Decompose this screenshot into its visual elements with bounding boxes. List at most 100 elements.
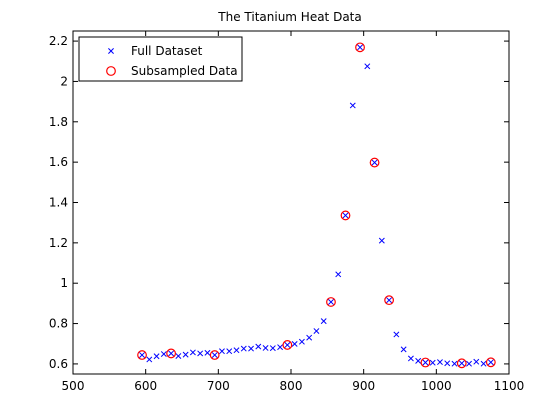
y-tick-0.6: 0.6 (49, 357, 509, 371)
x-tick-500: 500 (62, 31, 84, 393)
x-tick-900: 900 (352, 31, 375, 393)
full-dataset-point (451, 360, 458, 367)
x-tick-label: 1000 (421, 379, 452, 393)
y-tick-label: 0.8 (49, 317, 68, 331)
full-dataset-point (277, 344, 284, 351)
full-dataset-point (364, 63, 371, 70)
full-dataset-point (349, 102, 356, 109)
subsampled-data-point (355, 42, 365, 53)
subsampled-data-point (340, 210, 351, 221)
y-tick-label: 1.4 (49, 196, 68, 210)
chart-title: The Titanium Heat Data (217, 10, 361, 24)
full-dataset-point (189, 349, 196, 356)
full-dataset-point (487, 359, 494, 366)
full-dataset-point (182, 351, 189, 358)
subsampled-data-point (137, 350, 147, 360)
full-dataset-point (335, 271, 342, 278)
full-dataset-point (248, 345, 254, 352)
x-tick-label: 600 (134, 379, 157, 393)
full-dataset-point (204, 349, 211, 356)
y-tick-label: 2.2 (49, 34, 68, 48)
axis-ticks: 500 600 700 800 900 1000 1100 0.6 0.8 1 1.2 1.4 1.6 1… (49, 31, 524, 393)
y-tick-label: 1.8 (49, 115, 68, 129)
full-dataset-point (197, 350, 204, 357)
full-dataset-point (328, 299, 334, 305)
full-dataset-point (240, 345, 247, 352)
full-dataset-point (415, 357, 422, 364)
full-dataset-point (306, 334, 313, 341)
subsampled-data-point (166, 348, 177, 359)
y-tick-label: 1.6 (49, 155, 68, 169)
y-tick-label: 1 (60, 276, 68, 290)
subsampled-data-point (282, 340, 293, 350)
y-tick-label: 0.6 (49, 357, 68, 371)
subsampled-data-point (485, 357, 496, 368)
plot-area (72, 30, 510, 375)
x-tick-800: 800 (280, 31, 303, 393)
x-tick-label: 700 (207, 379, 230, 393)
legend-label-subsampled-data: Subsampled Data (131, 64, 238, 78)
full-dataset-point (407, 355, 414, 362)
full-dataset-point (284, 341, 291, 348)
y-tick-0.8: 0.8 (49, 317, 509, 331)
full-dataset-point (342, 212, 349, 219)
full-dataset-point (458, 360, 465, 367)
full-dataset-point (226, 348, 233, 355)
x-tick-1000: 1000 (421, 31, 452, 393)
full-dataset-point (400, 346, 407, 353)
data-marks (137, 42, 496, 369)
full-dataset-point (357, 44, 363, 51)
subsampled-data-point (384, 295, 395, 306)
x-tick-label: 1100 (494, 379, 525, 393)
full-dataset-point (473, 358, 480, 365)
y-tick-2: 2 (60, 74, 509, 88)
full-dataset-point (291, 340, 298, 347)
full-dataset-point (298, 338, 305, 345)
full-dataset-point (371, 159, 378, 166)
full-dataset-point (233, 347, 240, 354)
legend: Full Dataset Subsampled Data (78, 36, 243, 82)
legend-x-marker (108, 48, 114, 54)
full-dataset-point (153, 353, 160, 360)
y-tick-label: 2 (60, 74, 68, 88)
full-dataset-point (320, 318, 327, 325)
series-subsampled-data (137, 42, 496, 369)
y-tick-2.2: 2.2 (49, 34, 509, 48)
full-dataset-point (211, 352, 218, 358)
legend-marker-subsampled-data (106, 66, 116, 76)
full-dataset-point (444, 360, 451, 367)
y-tick-1.2: 1.2 (49, 236, 509, 250)
legend-circle-marker (106, 66, 116, 76)
subsampled-data-point (326, 297, 336, 307)
y-tick-1.8: 1.8 (49, 115, 509, 129)
full-dataset-point (313, 328, 320, 334)
full-dataset-point (146, 356, 153, 363)
x-tick-600: 600 (134, 31, 157, 393)
x-tick-700: 700 (207, 31, 230, 393)
full-dataset-point (480, 360, 487, 367)
full-dataset-point (255, 343, 262, 350)
legend-label-full-dataset: Full Dataset (131, 44, 203, 58)
full-dataset-point (168, 350, 175, 357)
full-dataset-point (160, 351, 167, 357)
subsampled-data-point (369, 157, 380, 168)
x-tick-label: 800 (280, 379, 303, 393)
legend-box (78, 36, 243, 82)
legend-marker-full-dataset (108, 48, 114, 54)
y-tick-1.4: 1.4 (49, 196, 509, 210)
full-dataset-point (378, 237, 385, 244)
full-dataset-point (429, 359, 436, 366)
full-dataset-point (269, 345, 276, 352)
full-dataset-point (219, 348, 225, 355)
full-dataset-point (386, 297, 393, 304)
subsampled-data-point (456, 358, 467, 369)
y-tick-label: 1.2 (49, 236, 68, 250)
full-dataset-point (393, 331, 400, 338)
full-dataset-point (262, 345, 269, 351)
y-tick-1.6: 1.6 (49, 155, 509, 169)
full-dataset-point (466, 360, 472, 367)
subsampled-data-point (420, 357, 431, 368)
full-dataset-point (175, 353, 182, 359)
